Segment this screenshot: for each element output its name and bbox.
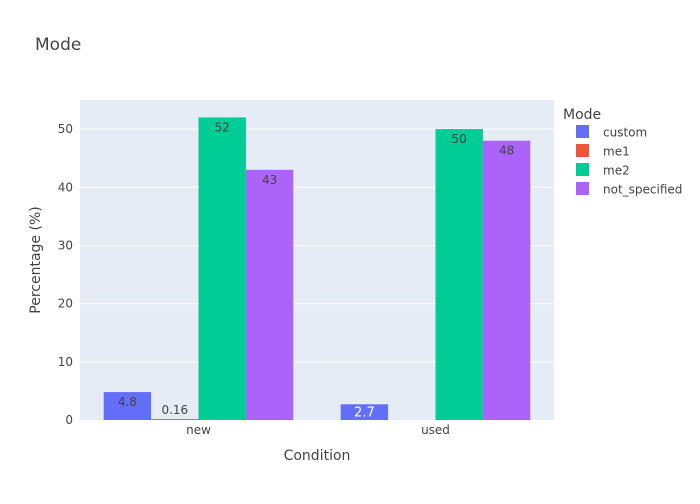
- legend-label-me1[interactable]: me1: [603, 145, 630, 159]
- y-axis-title: Percentage (%): [28, 206, 44, 313]
- bar-label: 43: [262, 173, 277, 187]
- chart-title: Mode: [35, 35, 81, 55]
- legend-label-me2[interactable]: me2: [603, 164, 630, 178]
- bar-custom-new[interactable]: [103, 392, 152, 420]
- bar-not_specified-new[interactable]: [245, 169, 294, 420]
- legend-swatch-me1[interactable]: [576, 144, 589, 157]
- y-tick-label: 0: [65, 413, 73, 427]
- bar-label: 50: [452, 132, 467, 146]
- bar-me2-used[interactable]: [435, 129, 483, 420]
- legend-swatch-me2[interactable]: [576, 163, 589, 176]
- bar-labels: 4.8 0.16 52 43 2.7 50 48: [118, 120, 514, 420]
- bar-not_specified-used[interactable]: [482, 140, 531, 420]
- y-tick-label: 10: [58, 355, 73, 369]
- y-tick-label: 30: [58, 238, 73, 252]
- y-tick-label: 20: [58, 297, 73, 311]
- legend-label-custom[interactable]: custom: [603, 126, 647, 140]
- bar-label: 4.8: [118, 395, 137, 409]
- x-axis-title: Condition: [284, 448, 351, 464]
- x-tick-labels: new used: [186, 423, 450, 437]
- y-tick-labels: 0 10 20 30 40 50: [58, 122, 73, 427]
- y-tick-label: 50: [58, 122, 73, 136]
- legend-title: Mode: [563, 107, 601, 123]
- bar-me2-new[interactable]: [198, 117, 246, 421]
- legend-items: custom me1 me2 not_specified: [576, 125, 682, 197]
- bars: [103, 117, 531, 421]
- legend-swatch-not_specified[interactable]: [576, 182, 589, 195]
- bar-label: 52: [215, 120, 230, 134]
- legend-swatch-custom[interactable]: [576, 125, 589, 138]
- legend-label-not_specified[interactable]: not_specified: [603, 183, 682, 197]
- bar-me1-new[interactable]: [151, 419, 199, 420]
- bar-custom-used[interactable]: [340, 404, 389, 420]
- y-tick-label: 40: [58, 180, 73, 194]
- x-tick-label: used: [421, 423, 450, 437]
- bar-label: 48: [499, 144, 514, 158]
- legend: Mode custom me1 me2 not_specified: [563, 107, 682, 197]
- bar-label: 0.16: [161, 403, 188, 417]
- bar-label: 2.7: [354, 406, 375, 421]
- x-tick-label: new: [186, 423, 211, 437]
